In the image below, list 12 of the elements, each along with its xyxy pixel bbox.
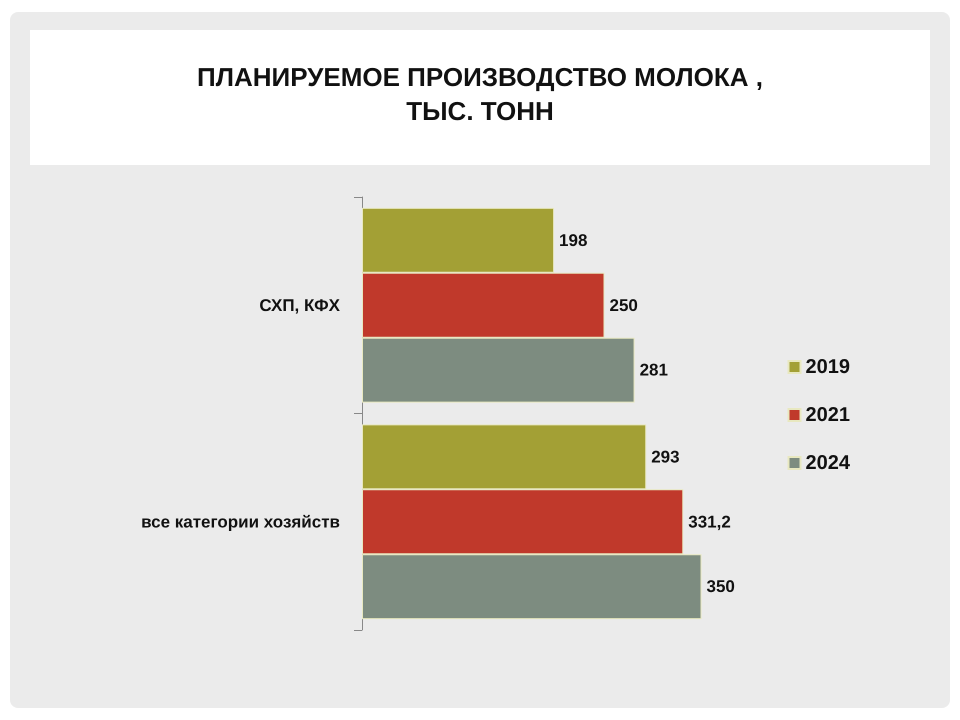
data-label: 293 bbox=[651, 447, 680, 466]
y-tick-label: все категории хозяйств bbox=[141, 512, 340, 532]
legend-label: 2024 bbox=[806, 452, 851, 474]
data-label: 331,2 bbox=[688, 512, 731, 532]
chart-title: ПЛАНИРУЕМОЕ ПРОИЗВОДСТВО МОЛОКА , ТЫС. ТОНН bbox=[30, 30, 930, 165]
data-label: 350 bbox=[706, 577, 735, 596]
legend-label: 2021 bbox=[806, 404, 850, 426]
data-label: 198 bbox=[559, 230, 588, 250]
data-label: 250 bbox=[610, 296, 638, 315]
y-tick-label: СХП, КФХ bbox=[259, 296, 341, 315]
data-label: 281 bbox=[640, 360, 668, 380]
legend-label: 2019 bbox=[806, 356, 850, 378]
